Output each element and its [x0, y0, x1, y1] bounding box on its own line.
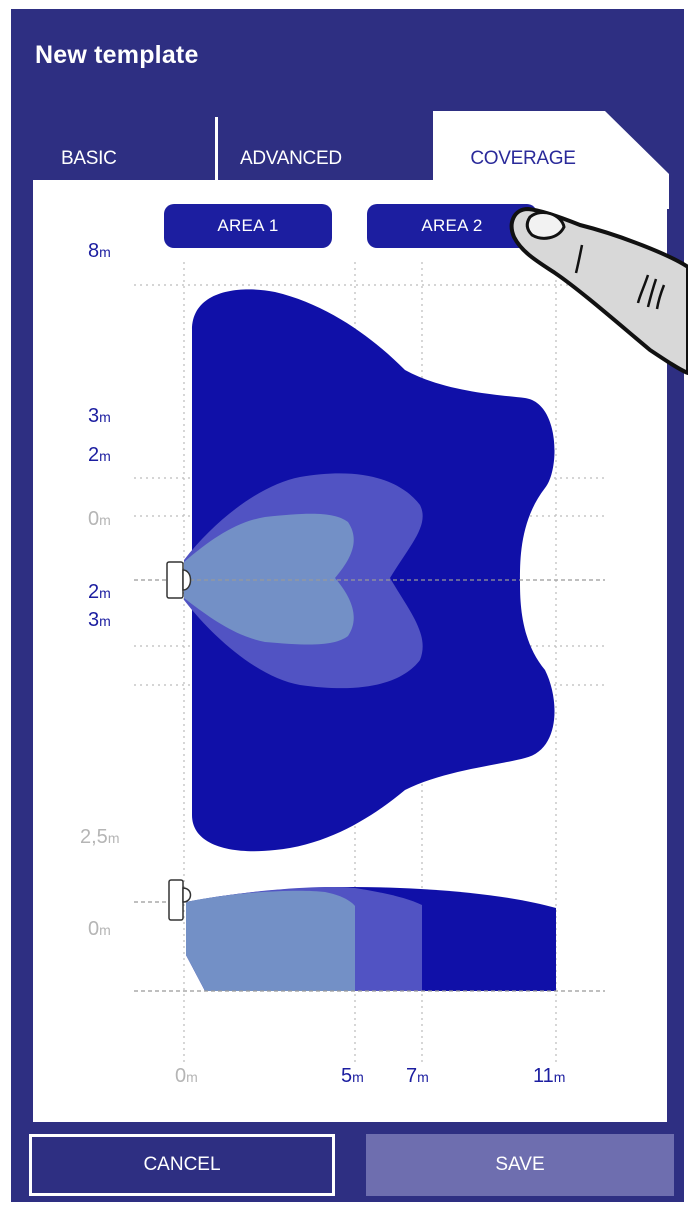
save-button[interactable]: SAVE [366, 1134, 674, 1196]
tab-divider [215, 117, 218, 189]
detector-icon [166, 561, 192, 599]
area-2-button[interactable]: AREA 2 [367, 204, 537, 248]
x-label: 0m [175, 1065, 198, 1087]
side-y-label: 2,5m [80, 826, 120, 848]
x-label: 5m [341, 1065, 364, 1087]
top-y-label: 2m [88, 581, 111, 603]
area-1-button[interactable]: AREA 1 [164, 204, 332, 248]
top-zone-inner [184, 513, 354, 645]
top-y-label: 0m [88, 508, 111, 530]
pointing-hand-icon [509, 207, 688, 375]
tab-advanced[interactable]: ADVANCED [240, 148, 342, 169]
detector-icon [168, 879, 192, 921]
side-zone-inner [186, 890, 355, 991]
page-title: New template [35, 41, 199, 69]
top-y-label: 3m [88, 405, 111, 427]
side-y-label: 0m [88, 918, 111, 940]
top-y-label: 3m [88, 609, 111, 631]
top-y-label: 8m [88, 240, 111, 262]
tab-basic[interactable]: BASIC [61, 148, 117, 169]
top-y-label: 2m [88, 444, 111, 466]
cancel-button[interactable]: CANCEL [29, 1134, 335, 1196]
x-label: 11m [533, 1065, 566, 1087]
tab-coverage[interactable]: COVERAGE [470, 148, 576, 169]
x-label: 7m [406, 1065, 429, 1087]
